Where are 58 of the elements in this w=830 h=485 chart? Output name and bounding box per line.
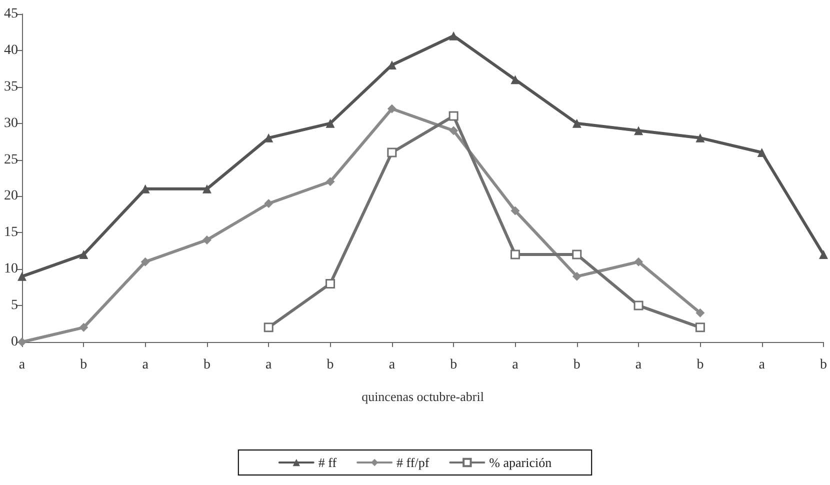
point <box>510 206 520 216</box>
x-tick-label: b <box>203 358 210 372</box>
point <box>202 235 212 244</box>
y-tick-label: 20 <box>4 188 18 204</box>
point <box>449 126 458 136</box>
point <box>140 257 150 266</box>
point <box>757 148 766 157</box>
x-axis-title: quincenas octubre-abril <box>362 389 484 404</box>
point <box>696 133 705 142</box>
point <box>634 300 644 310</box>
point <box>79 322 88 332</box>
point <box>326 118 335 128</box>
point <box>18 272 26 281</box>
x-tick-label: a <box>512 358 520 372</box>
x-tick-label: a <box>388 358 396 372</box>
x-tick-label: b <box>450 358 458 372</box>
point <box>264 322 274 332</box>
x-tick-label: a <box>142 358 150 372</box>
legend-label: # ff <box>318 455 338 470</box>
point <box>572 272 582 281</box>
point <box>634 257 644 266</box>
point <box>634 126 644 136</box>
y-tick-label: 0 <box>11 334 18 350</box>
x-tick-label: a <box>18 358 26 372</box>
point <box>572 250 582 260</box>
x-tick-label: b <box>696 358 704 372</box>
x-tick-label: a <box>266 358 273 372</box>
y-tick-label: 45 <box>4 6 18 22</box>
x-tick-label: b <box>80 358 88 372</box>
point <box>510 75 520 84</box>
x-tick-label: b <box>820 358 827 372</box>
point <box>326 177 335 186</box>
point <box>326 278 336 288</box>
x-tick-label: a <box>758 358 766 372</box>
y-tick-label: 40 <box>4 42 18 58</box>
legend-label: # ff/pf <box>396 455 430 470</box>
point <box>79 250 88 260</box>
x-tick-label: b <box>326 358 334 372</box>
y-tick-label: 35 <box>4 79 18 94</box>
y-tick-label: 15 <box>4 225 18 240</box>
y-tick-label: 30 <box>4 116 18 131</box>
y-tick-label: 10 <box>4 262 18 277</box>
point <box>695 322 705 332</box>
point <box>202 184 212 194</box>
point <box>696 308 705 318</box>
y-tick-label: 25 <box>4 152 18 168</box>
point <box>264 199 274 208</box>
y-tick-label: 5 <box>11 298 18 314</box>
x-tick-label: b <box>573 358 580 372</box>
legend-label: % aparición <box>489 455 552 470</box>
point <box>510 250 520 260</box>
point <box>387 148 397 158</box>
point <box>387 104 396 114</box>
point <box>819 250 828 260</box>
x-tick-label: a <box>635 358 642 372</box>
point <box>448 111 458 121</box>
point <box>449 31 458 40</box>
point <box>572 118 582 128</box>
